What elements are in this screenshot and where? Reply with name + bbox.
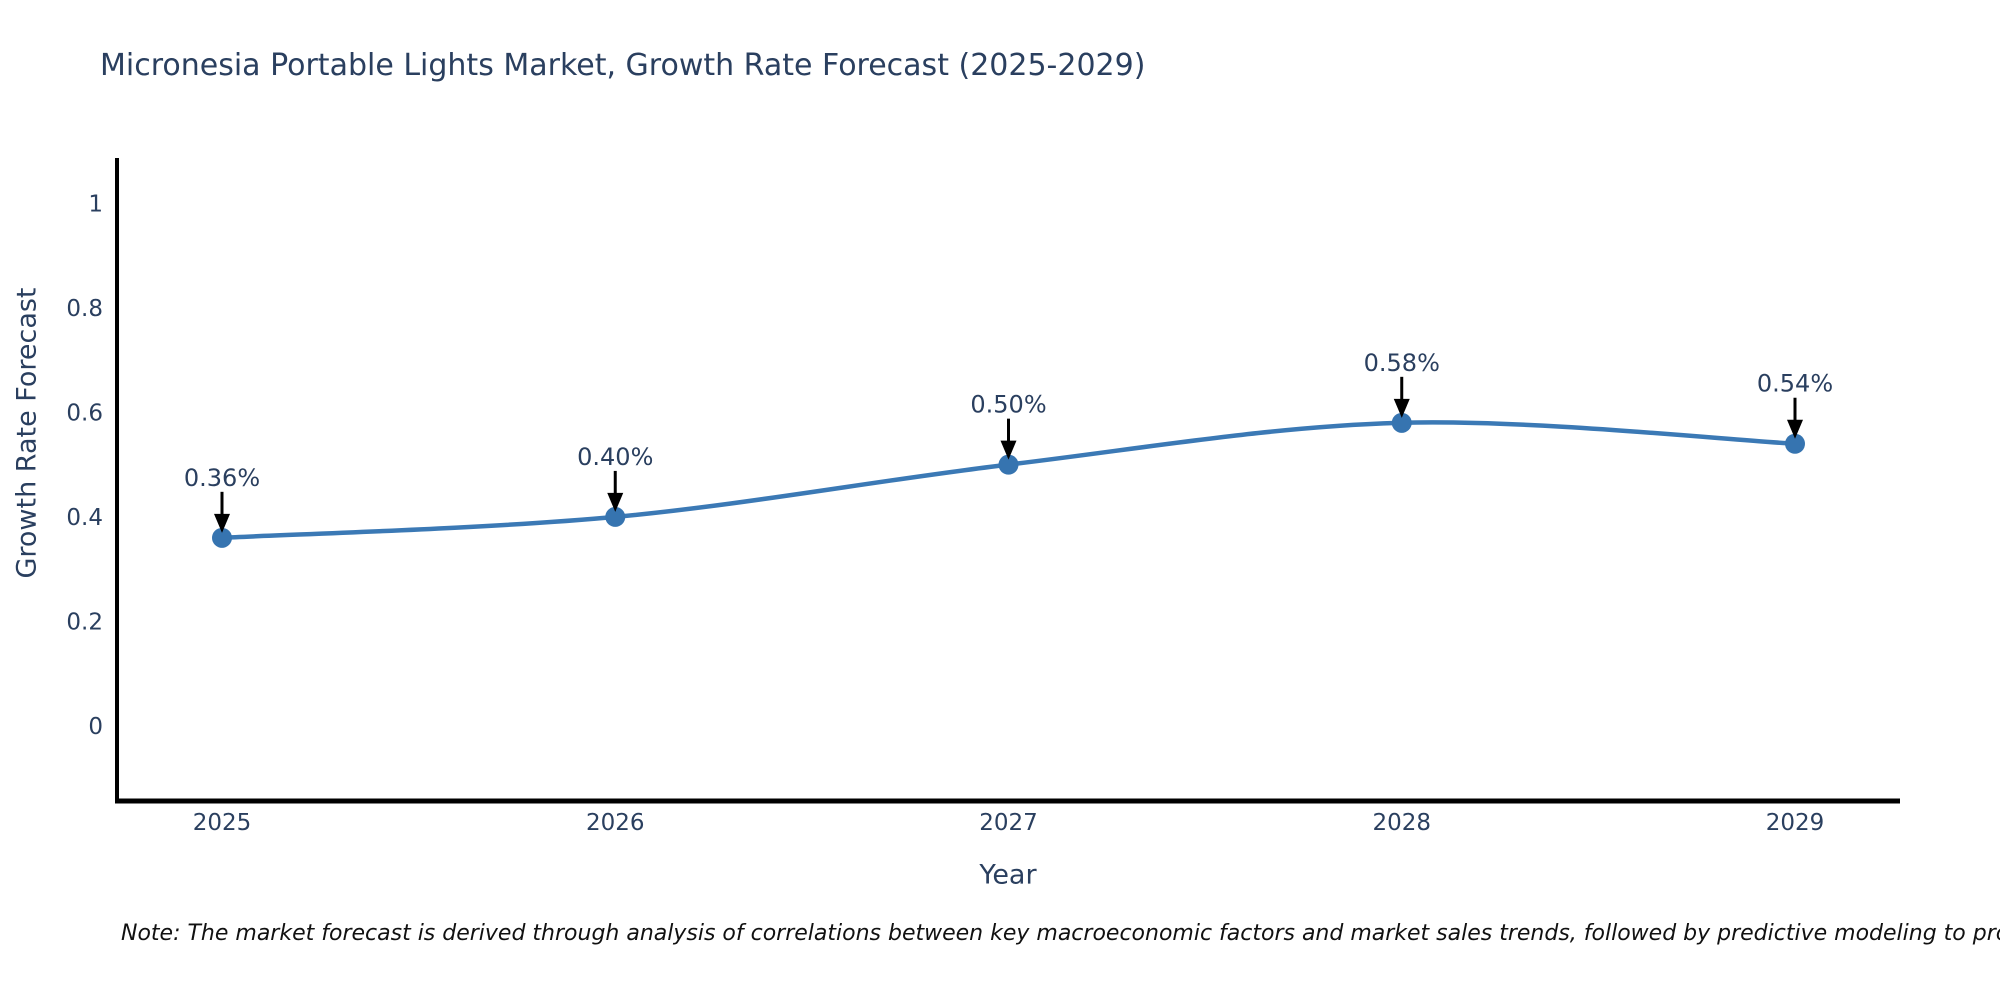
data-point <box>998 454 1019 475</box>
annotation-arrow-head <box>214 513 230 533</box>
x-axis-title: Year <box>979 859 1037 891</box>
annotation-arrow-head <box>1000 440 1017 460</box>
annotation-arrow-head <box>1393 398 1410 418</box>
x-tick-label: 2026 <box>586 810 645 836</box>
x-tick-label: 2025 <box>193 810 252 836</box>
y-tick-label: 0.6 <box>66 400 103 426</box>
annotation-arrow-head <box>607 492 624 512</box>
annotation-label: 0.36% <box>184 464 260 492</box>
annotation-label: 0.40% <box>577 443 653 471</box>
annotation-arrow-head <box>1787 419 1803 439</box>
annotation-label: 0.50% <box>970 391 1046 419</box>
y-tick-label: 0.8 <box>66 296 103 322</box>
y-tick-label: 0 <box>88 714 103 740</box>
annotation-label: 0.58% <box>1364 349 1440 377</box>
y-tick-label: 0.2 <box>66 609 103 635</box>
annotation-label: 0.54% <box>1757 370 1833 398</box>
x-tick-label: 2028 <box>1372 810 1431 836</box>
data-point <box>605 506 626 527</box>
x-tick-label: 2029 <box>1766 810 1825 836</box>
y-tick-label: 0.4 <box>66 505 103 531</box>
y-tick-label: 1 <box>88 191 103 217</box>
footnote: Note: The market forecast is derived thr… <box>121 921 2000 946</box>
data-point <box>1785 433 1805 454</box>
x-tick-label: 2027 <box>979 810 1038 836</box>
data-point <box>1391 412 1412 433</box>
data-point <box>212 527 232 548</box>
chart-title: Micronesia Portable Lights Market, Growt… <box>100 48 1146 83</box>
